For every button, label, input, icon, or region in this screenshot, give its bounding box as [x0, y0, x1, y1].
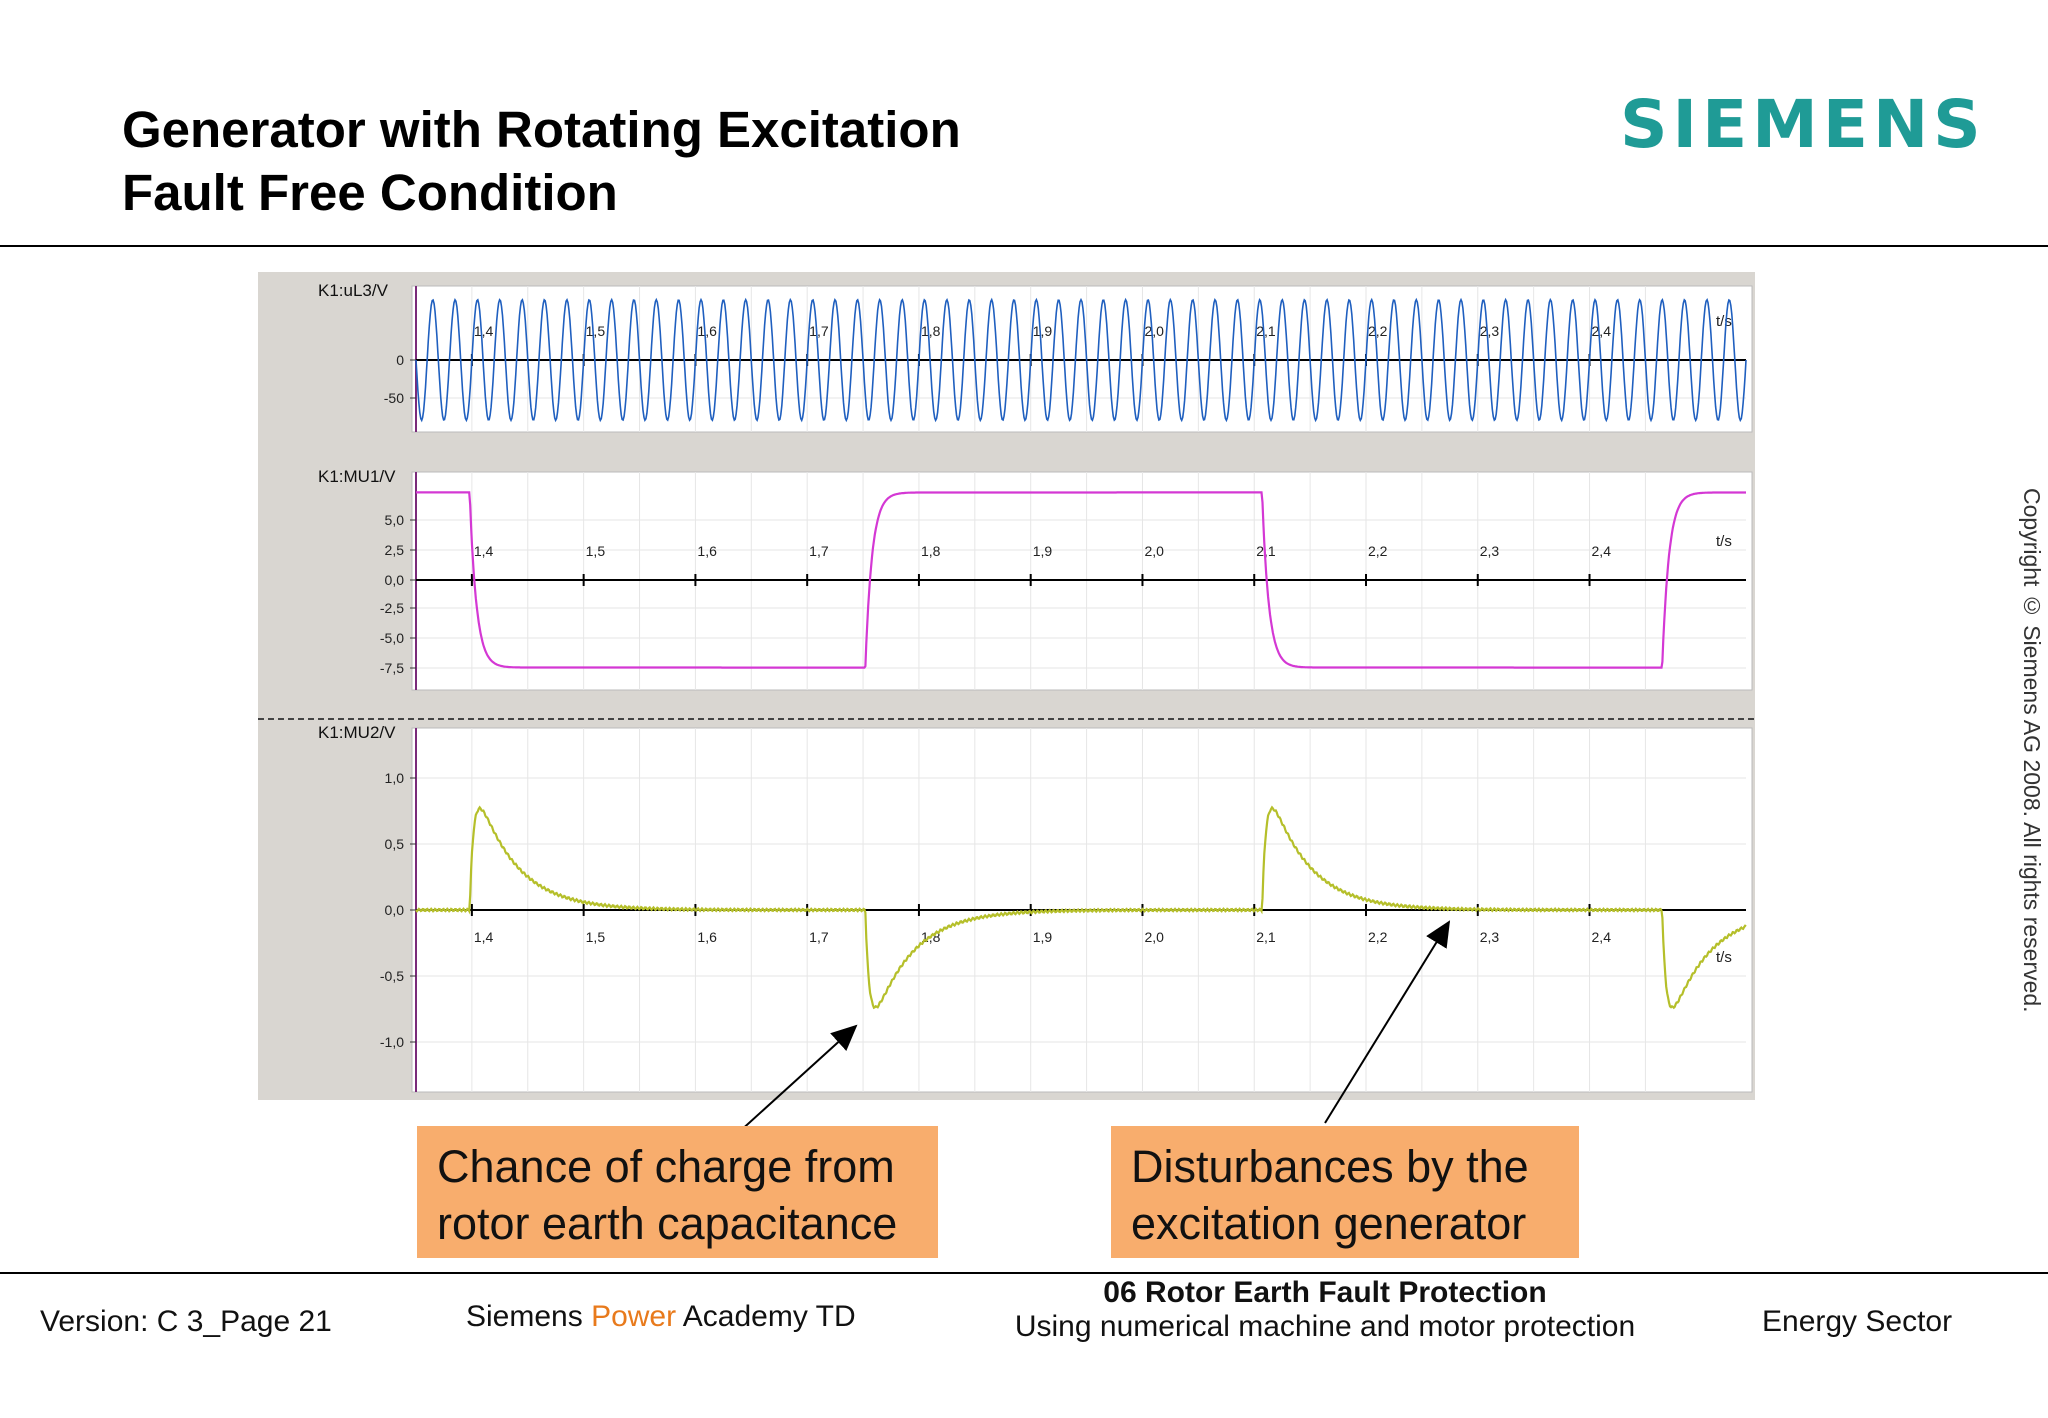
footer-sector: Energy Sector: [1762, 1305, 1953, 1338]
oscilloscope-chart: K1:uL3/V 0 -50 1,4 1,5 1,6 1,7 1,8 1,9 2,0 2,1 2,2 2…: [258, 272, 1755, 1100]
x-unit-label: t/s: [1716, 949, 1732, 966]
x-tick-label: 1,6: [697, 929, 717, 945]
trace-3: [415, 805, 1747, 1010]
x-tick-label: 1,8: [921, 543, 941, 559]
academy-part2: Academy TD: [676, 1300, 856, 1333]
x-tick-label: 2,1: [1256, 543, 1276, 559]
callout-disturbance-line1: Disturbances by the: [1131, 1141, 1529, 1192]
y-tick-label: 5,0: [385, 512, 405, 528]
page-title: Generator with Rotating Excitation Fault…: [122, 98, 961, 224]
panel-title: K1:MU2/V: [318, 723, 396, 742]
x-tick-label: 2,0: [1144, 323, 1164, 339]
y-tick-label: 0,0: [385, 572, 405, 588]
footer-version: Version: C 3_Page 21: [40, 1305, 332, 1338]
x-tick-label: 1,5: [586, 323, 606, 339]
copyright-notice: Copyright © Siemens AG 2008. All rights …: [2019, 488, 2045, 1013]
x-unit-label: t/s: [1716, 313, 1732, 330]
y-tick-label: 2,5: [385, 542, 405, 558]
x-tick-label: 1,9: [1033, 543, 1053, 559]
y-tick-label: -50: [384, 390, 404, 406]
y-tick-label: 1,0: [385, 770, 405, 786]
x-tick-label: 1,9: [1033, 323, 1053, 339]
x-tick-label: 1,5: [586, 543, 606, 559]
x-tick-label: 2,3: [1480, 543, 1500, 559]
y-tick-label: -1,0: [380, 1034, 404, 1050]
x-tick-label: 1,7: [809, 323, 829, 339]
panel-title: K1:MU1/V: [318, 467, 396, 486]
siemens-logo: SIEMENS: [1620, 86, 1986, 163]
x-tick-label: 2,3: [1480, 323, 1500, 339]
footer-academy: Siemens Power Academy TD: [466, 1300, 856, 1334]
y-tick-label: -0,5: [380, 968, 404, 984]
y-tick-label: -2,5: [380, 600, 404, 616]
callout-charge-line2: rotor earth capacitance: [437, 1198, 898, 1249]
x-tick-label: 2,0: [1144, 929, 1164, 945]
x-tick-label: 1,9: [1033, 929, 1053, 945]
y-tick-label: 0,0: [385, 902, 405, 918]
title-line-2: Fault Free Condition: [122, 164, 618, 221]
panel-2: K1:MU1/V 5,0 2,5 0,0 -2,5 -5,0 -7,5 1,4 1,5 1,6 1,…: [318, 467, 1753, 691]
footer-divider: [0, 1272, 2048, 1274]
x-tick-label: 1,4: [474, 929, 494, 945]
trace-1: [415, 297, 1747, 423]
x-tick-label: 2,4: [1592, 323, 1612, 339]
x-tick-label: 2,2: [1368, 543, 1388, 559]
course-title: 06 Rotor Earth Fault Protection: [1103, 1276, 1547, 1309]
x-tick-label: 2,1: [1256, 323, 1276, 339]
x-tick-label: 2,2: [1368, 323, 1388, 339]
footer-course: 06 Rotor Earth Fault Protection Using nu…: [990, 1276, 1660, 1344]
x-tick-label: 2,2: [1368, 929, 1388, 945]
x-tick-label: 1,8: [921, 323, 941, 339]
x-tick-label: 1,6: [697, 543, 717, 559]
x-tick-label: 1,4: [474, 323, 494, 339]
panel-3: K1:MU2/V1,00,50,0-0,5-1,01,4 1,5 1,6 1,7 1,8…: [318, 723, 1753, 1093]
y-tick-label: 0,5: [385, 836, 405, 852]
callout-charge: Chance of charge from rotor earth capaci…: [417, 1126, 938, 1258]
callout-disturbance-line2: excitation generator: [1131, 1198, 1527, 1249]
academy-accent: Power: [591, 1300, 677, 1333]
y-tick-label: -5,0: [380, 630, 404, 646]
course-subtitle: Using numerical machine and motor protec…: [1014, 1310, 1636, 1343]
x-tick-label: 2,4: [1592, 929, 1612, 945]
callout-charge-line1: Chance of charge from: [437, 1141, 895, 1192]
callout-disturbance: Disturbances by the excitation generator: [1111, 1126, 1579, 1258]
trace-2: [416, 491, 1746, 669]
y-tick-label: 0: [396, 352, 404, 368]
y-tick-label: -7,5: [380, 660, 404, 676]
panel-title: K1:uL3/V: [318, 281, 389, 300]
x-tick-label: 2,3: [1480, 929, 1500, 945]
x-tick-label: 2,4: [1592, 543, 1612, 559]
x-tick-label: 1,7: [809, 543, 829, 559]
x-tick-label: 1,6: [697, 323, 717, 339]
x-tick-label: 2,0: [1144, 543, 1164, 559]
academy-part1: Siemens: [466, 1300, 592, 1333]
title-line-1: Generator with Rotating Excitation: [122, 101, 961, 158]
x-tick-label: 1,7: [809, 929, 829, 945]
header-divider: [0, 245, 2048, 247]
x-tick-label: 2,1: [1256, 929, 1276, 945]
panel-1: K1:uL3/V 0 -50 1,4 1,5 1,6 1,7 1,8 1,9 2,0 2,1 2,2 2…: [318, 281, 1753, 433]
x-unit-label: t/s: [1716, 533, 1732, 550]
x-tick-label: 1,5: [586, 929, 606, 945]
x-tick-label: 1,4: [474, 543, 494, 559]
